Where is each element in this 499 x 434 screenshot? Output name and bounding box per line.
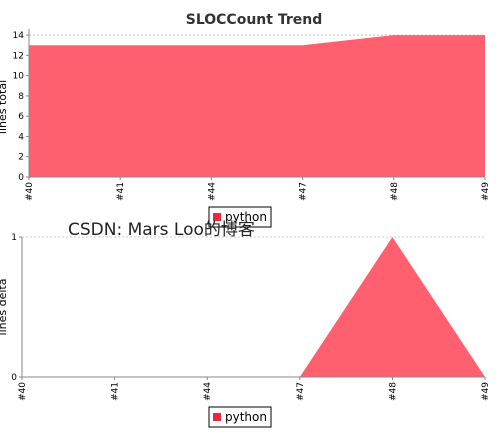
y-tick-label: 0: [18, 173, 24, 183]
y-tick-label: 14: [13, 31, 25, 41]
series-area-python: [22, 237, 485, 377]
y-tick-label: 12: [13, 51, 24, 61]
chart-lines-delta: 0 1 #40 #41 #44 #47 #48 #49 lines delta python: [0, 233, 491, 428]
x-tick-label: #49: [481, 382, 491, 401]
x-tick-label: #40: [18, 382, 28, 401]
watermark: CSDN: Mars Loo的博客: [68, 220, 255, 240]
legend-swatch: [213, 413, 221, 421]
legend-box: [208, 206, 272, 228]
y-tick-label: 1: [11, 233, 17, 243]
y-tick-label: 8: [18, 92, 24, 102]
legend: python: [208, 206, 272, 228]
x-tick-label: #47: [296, 382, 306, 401]
series-area-python: [29, 35, 485, 178]
x-tick-label: #41: [111, 382, 121, 401]
y-tick-label: 6: [18, 112, 24, 122]
legend-box: [208, 406, 272, 428]
x-tick-label: #44: [203, 382, 213, 401]
y-tick-label: 10: [13, 72, 25, 82]
x-tick-label: #44: [207, 182, 217, 201]
y-axis-label: lines total: [0, 80, 9, 134]
chart-title: SLOCCount Trend: [186, 12, 322, 28]
x-tick-label: #48: [390, 182, 400, 201]
x-tick-label: #49: [481, 182, 491, 201]
x-tick-label: #41: [116, 182, 126, 201]
legend-swatch: [213, 213, 221, 221]
x-tick-label: #48: [388, 382, 398, 401]
y-axis-label: lines delta: [0, 279, 9, 336]
y-tick-label: 4: [18, 132, 24, 142]
legend-label: python: [225, 210, 267, 224]
y-tick-label: 2: [18, 153, 24, 163]
x-tick-label: #47: [299, 182, 309, 201]
chart-sloccount-trend: SLOCCount Trend 0 2 4 6 8 10 12 14 #40 #41 #44 #47…: [0, 12, 491, 228]
x-tick-label: #40: [25, 182, 35, 201]
legend: python: [208, 406, 272, 428]
y-tick-label: 0: [11, 373, 17, 383]
legend-label: python: [225, 410, 267, 424]
